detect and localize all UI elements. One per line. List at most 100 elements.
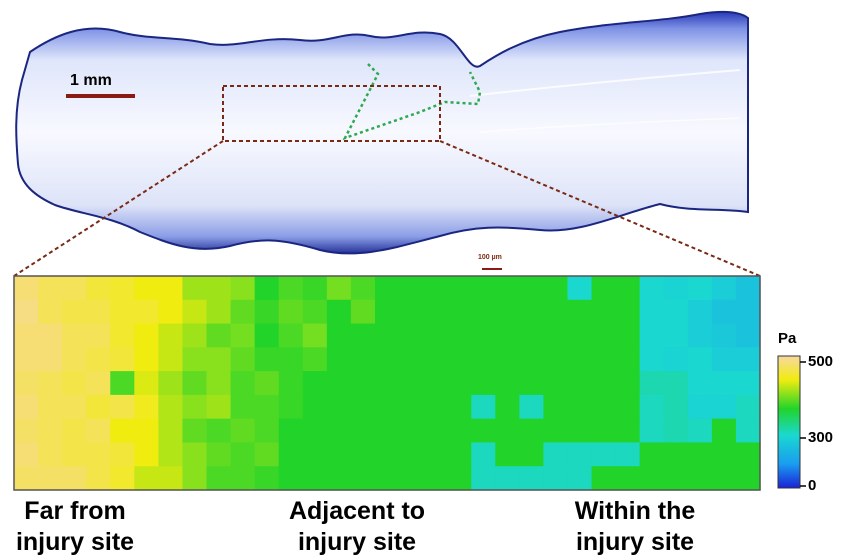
heatmap-cell (182, 347, 208, 372)
heatmap-cell (14, 323, 39, 348)
heatmap-cell (230, 299, 256, 325)
heatmap-cell (134, 466, 159, 491)
heatmap-cell (302, 418, 328, 444)
heatmap-cell (447, 276, 472, 301)
heatmap-cell (735, 323, 761, 348)
heatmap-cell (519, 299, 545, 325)
heatmap-cell (230, 276, 256, 301)
heatmap-cell (711, 347, 737, 372)
heatmap-cell (735, 299, 761, 325)
heatmap-cell (543, 347, 569, 372)
stiffness-heatmap (14, 276, 761, 491)
heatmap-cell (350, 466, 376, 491)
heatmap-cell (663, 323, 689, 348)
heatmap-cell (663, 418, 689, 444)
heatmap-cell (495, 347, 520, 372)
heatmap-cell (14, 347, 39, 372)
heatmap-cell (615, 418, 641, 444)
heatmap-cell (567, 466, 593, 491)
heatmap-cell (447, 466, 472, 491)
heatmap-cell (62, 299, 87, 325)
heatmap-cell (711, 276, 737, 301)
heatmap-cell (735, 276, 761, 301)
heatmap-cell (615, 371, 641, 396)
heatmap-cell (663, 466, 689, 491)
heatmap-cell (567, 299, 593, 325)
heatmap-cell (206, 442, 232, 467)
heatmap-cell (278, 347, 304, 372)
heatmap-cell (62, 323, 87, 348)
heatmap-cell (134, 371, 159, 396)
heatmap-cell (158, 466, 184, 491)
region-label-adjacent: Adjacent to injury site (272, 496, 442, 558)
heatmap-cell (230, 323, 256, 348)
heatmap-cell (471, 323, 496, 348)
heatmap-cell (495, 299, 520, 325)
heatmap-cell (134, 442, 159, 467)
heatmap-cell (254, 347, 280, 372)
heatmap-cell (326, 418, 352, 444)
heatmap-cell (38, 394, 63, 420)
heatmap-cell (735, 371, 761, 396)
heatmap-cell (350, 371, 376, 396)
heatmap-cell (711, 442, 737, 467)
heatmap-cell (711, 466, 737, 491)
heatmap-cell (350, 299, 376, 325)
region-label-line: injury site (15, 528, 135, 556)
heatmap-cell (350, 347, 376, 372)
heatmap-cell (62, 466, 87, 491)
heatmap-cell (326, 299, 352, 325)
heatmap-cell (158, 347, 184, 372)
heatmap-cell (374, 394, 400, 420)
zoom-line-right (439, 140, 761, 277)
heatmap-cell (495, 323, 520, 348)
heatmap-cell (639, 299, 665, 325)
heatmap-cell (591, 347, 617, 372)
heatmap-cell (230, 418, 256, 444)
heatmap-cell (423, 371, 448, 396)
heatmap-cell (86, 371, 111, 396)
heatmap-cell (110, 371, 135, 396)
heatmap-cell (230, 442, 256, 467)
colorbar-tick-label: 300 (808, 429, 834, 446)
heatmap-cell (38, 371, 63, 396)
heatmap-cell (567, 418, 593, 444)
colorbar-tick-label: 500 (808, 353, 834, 370)
heatmap-cell (519, 466, 545, 491)
region-label-line: Adjacent to (288, 497, 426, 525)
heatmap-cell (591, 323, 617, 348)
heatmap-cell (254, 323, 280, 348)
heatmap-cell (423, 323, 448, 348)
heatmap-cell (62, 442, 87, 467)
heatmap-cell (14, 371, 39, 396)
heatmap-cell (374, 418, 400, 444)
heatmap-cell (110, 276, 135, 301)
heatmap-cell (278, 442, 304, 467)
heatmap-cell (471, 418, 496, 444)
heatmap-cell (206, 276, 232, 301)
heatmap-cell (182, 323, 208, 348)
heatmap-cell (663, 299, 689, 325)
heatmap-cell (14, 442, 39, 467)
heatmap-cell (278, 299, 304, 325)
heatmap-cell (687, 299, 713, 325)
heatmap-cell (615, 442, 641, 467)
heatmap-cell (134, 299, 159, 325)
heatmap-cell (230, 466, 256, 491)
heatmap-cell (495, 442, 520, 467)
heatmap-cell (399, 323, 424, 348)
heatmap-cell (134, 276, 159, 301)
heatmap-cell (471, 299, 496, 325)
heatmap-cell (158, 276, 184, 301)
heatmap-cell (206, 347, 232, 372)
heatmap-cell (639, 276, 665, 301)
heatmap-cell (158, 418, 184, 444)
heatmap-cell (86, 347, 111, 372)
heatmap-cell (14, 299, 39, 325)
heatmap-cell (62, 418, 87, 444)
heatmap-cell (134, 347, 159, 372)
heatmap-cell (206, 466, 232, 491)
heatmap-cell (519, 394, 545, 420)
heatmap-cell (326, 276, 352, 301)
heatmap-cell (591, 442, 617, 467)
